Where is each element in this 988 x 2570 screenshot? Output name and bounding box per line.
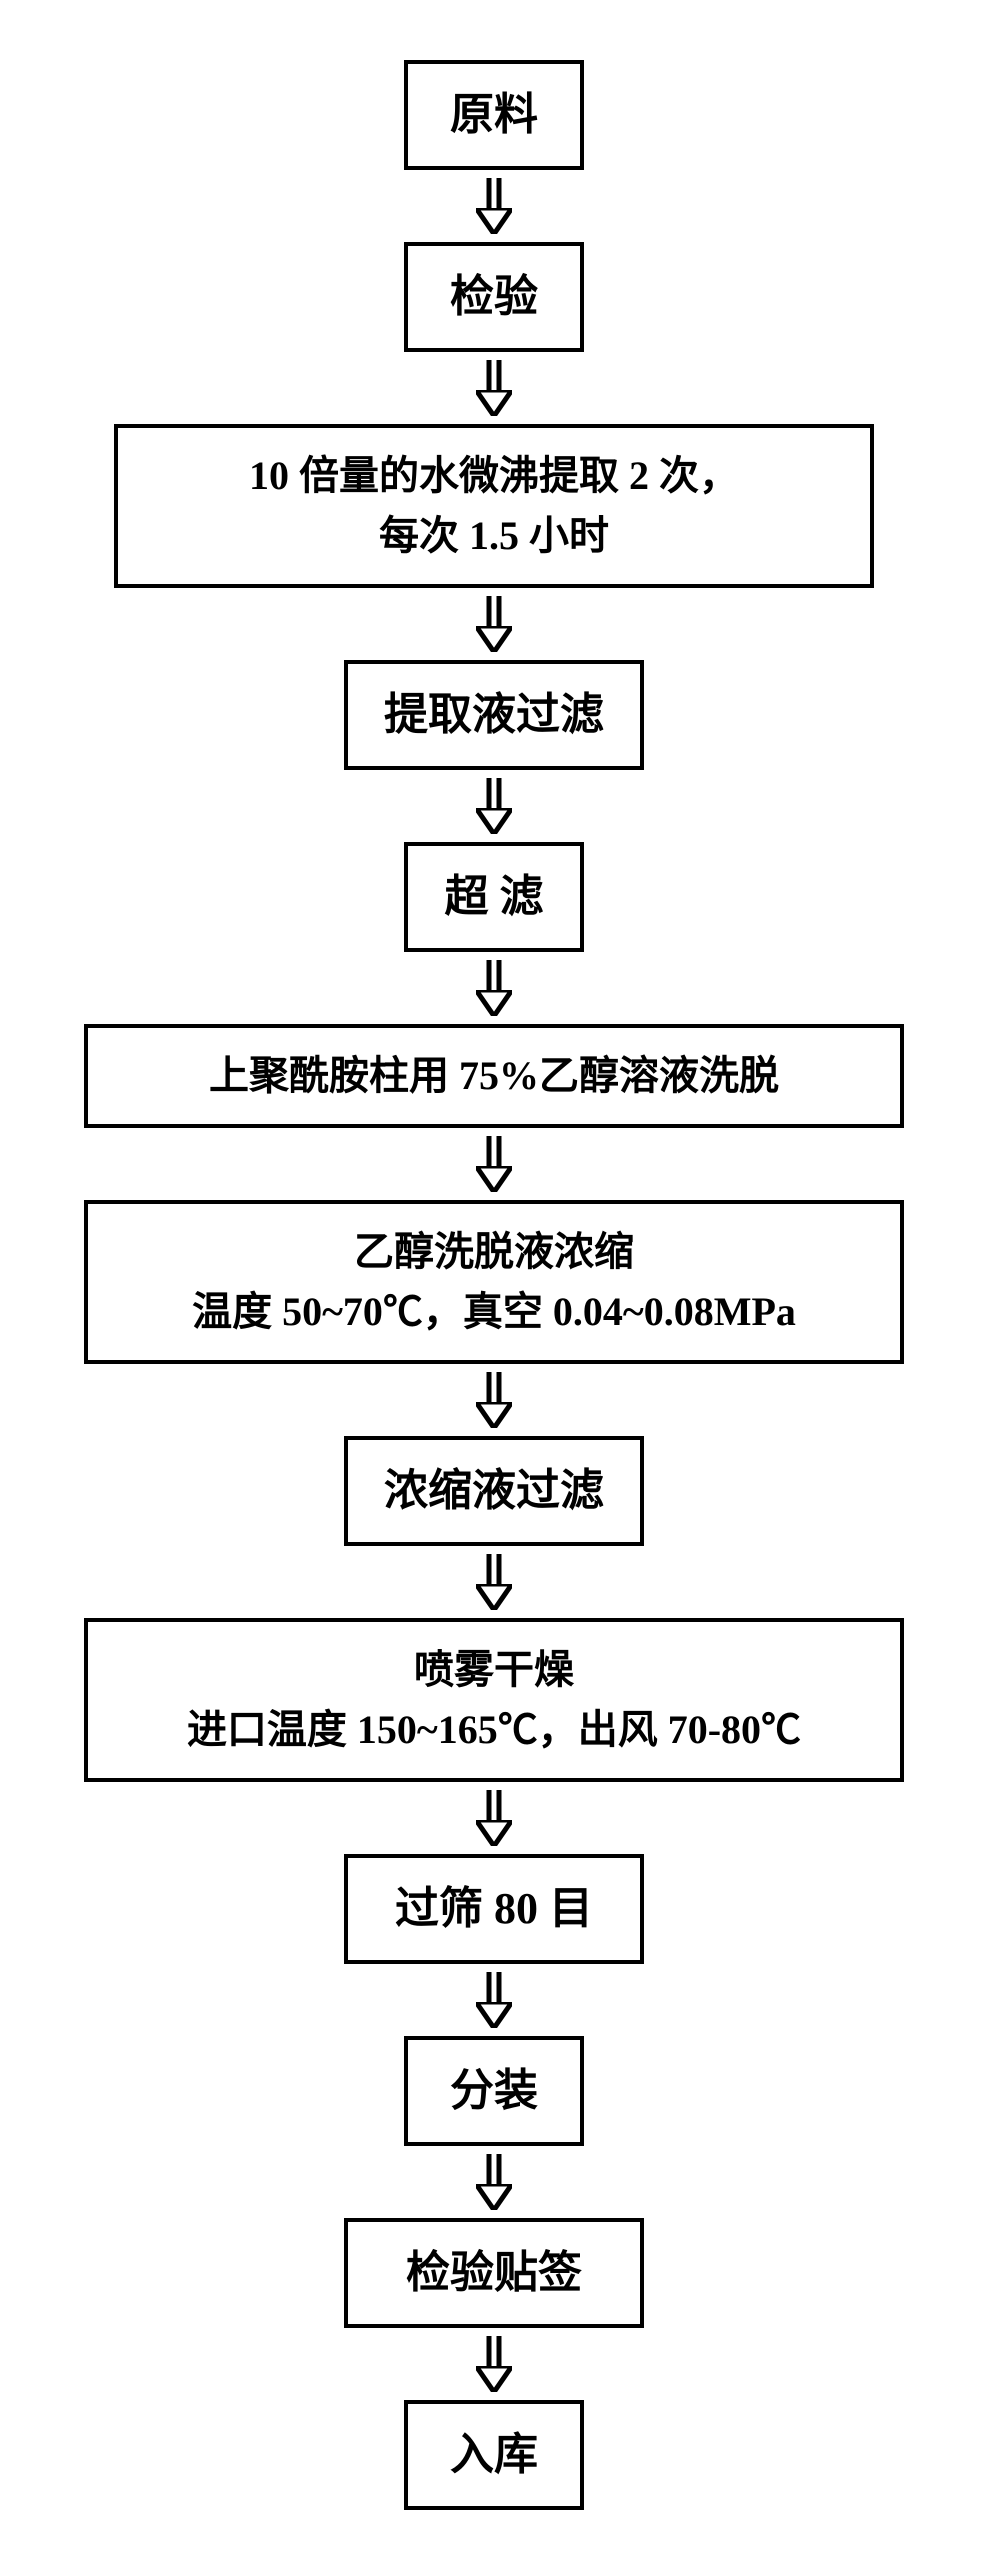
flow-arrow <box>476 178 512 234</box>
arrow-head-icon <box>476 2366 512 2392</box>
flow-node-line: 过筛 80 目 <box>378 1876 610 1942</box>
flow-arrow <box>476 2154 512 2210</box>
flow-arrow <box>476 960 512 1016</box>
arrow-stem <box>486 1972 502 2002</box>
flow-node-line: 上聚酰胺柱用 75%乙醇溶液洗脱 <box>118 1046 870 1106</box>
flow-node-line: 温度 50~70℃，真空 0.04~0.08MPa <box>118 1282 870 1342</box>
arrow-stem <box>486 1790 502 1820</box>
arrow-head-icon <box>476 1820 512 1846</box>
flow-node-n13: 入库 <box>404 2400 584 2510</box>
flow-arrow <box>476 1136 512 1192</box>
arrow-stem <box>486 360 502 390</box>
flow-node-n12: 检验贴签 <box>344 2218 644 2328</box>
flow-node-line: 提取液过滤 <box>378 682 610 748</box>
flow-node-line: 喷雾干燥 <box>118 1640 870 1700</box>
arrow-head-icon <box>476 2184 512 2210</box>
arrow-head-icon <box>476 990 512 1016</box>
flow-arrow <box>476 1790 512 1846</box>
arrow-head-icon <box>476 808 512 834</box>
flow-arrow <box>476 360 512 416</box>
arrow-head-icon <box>476 1402 512 1428</box>
flow-node-line: 检验 <box>438 264 550 330</box>
flow-arrow <box>476 1554 512 1610</box>
flow-node-n11: 分装 <box>404 2036 584 2146</box>
arrow-head-icon <box>476 626 512 652</box>
arrow-head-icon <box>476 390 512 416</box>
arrow-stem <box>486 2336 502 2366</box>
flow-node-n5: 超 滤 <box>404 842 584 952</box>
flow-node-line: 入库 <box>438 2422 550 2488</box>
flow-node-line: 进口温度 150~165℃，出风 70-80℃ <box>118 1700 870 1760</box>
flowchart-container: 原料检验 10 倍量的水微沸提取 2 次，每次 1.5 小时提取液过滤超 滤上聚酰… <box>0 0 988 2570</box>
flow-arrow <box>476 1972 512 2028</box>
arrow-head-icon <box>476 1166 512 1192</box>
flow-node-line: 分装 <box>438 2058 550 2124</box>
flow-node-line: 检验贴签 <box>378 2240 610 2306</box>
arrow-stem <box>486 596 502 626</box>
flow-node-line: 超 滤 <box>438 864 550 930</box>
flow-node-line: 10 倍量的水微沸提取 2 次， <box>148 446 840 506</box>
flow-node-line: 每次 1.5 小时 <box>148 506 840 566</box>
arrow-head-icon <box>476 2002 512 2028</box>
flow-node-line: 乙醇洗脱液浓缩 <box>118 1222 870 1282</box>
arrow-stem <box>486 2154 502 2184</box>
flow-node-n10: 过筛 80 目 <box>344 1854 644 1964</box>
flow-node-line: 浓缩液过滤 <box>378 1458 610 1524</box>
arrow-stem <box>486 178 502 208</box>
arrow-head-icon <box>476 1584 512 1610</box>
arrow-stem <box>486 778 502 808</box>
flow-node-n8: 浓缩液过滤 <box>344 1436 644 1546</box>
flow-arrow <box>476 596 512 652</box>
arrow-stem <box>486 1136 502 1166</box>
arrow-stem <box>486 960 502 990</box>
flow-node-n7: 乙醇洗脱液浓缩温度 50~70℃，真空 0.04~0.08MPa <box>84 1200 904 1364</box>
flow-arrow <box>476 2336 512 2392</box>
arrow-stem <box>486 1554 502 1584</box>
flow-node-n6: 上聚酰胺柱用 75%乙醇溶液洗脱 <box>84 1024 904 1128</box>
flow-node-n9: 喷雾干燥进口温度 150~165℃，出风 70-80℃ <box>84 1618 904 1782</box>
arrow-head-icon <box>476 208 512 234</box>
flow-node-n2: 检验 <box>404 242 584 352</box>
flow-node-line: 原料 <box>438 82 550 148</box>
flow-arrow <box>476 778 512 834</box>
flow-node-n1: 原料 <box>404 60 584 170</box>
flow-arrow <box>476 1372 512 1428</box>
flow-node-n3: 10 倍量的水微沸提取 2 次，每次 1.5 小时 <box>114 424 874 588</box>
flow-node-n4: 提取液过滤 <box>344 660 644 770</box>
arrow-stem <box>486 1372 502 1402</box>
